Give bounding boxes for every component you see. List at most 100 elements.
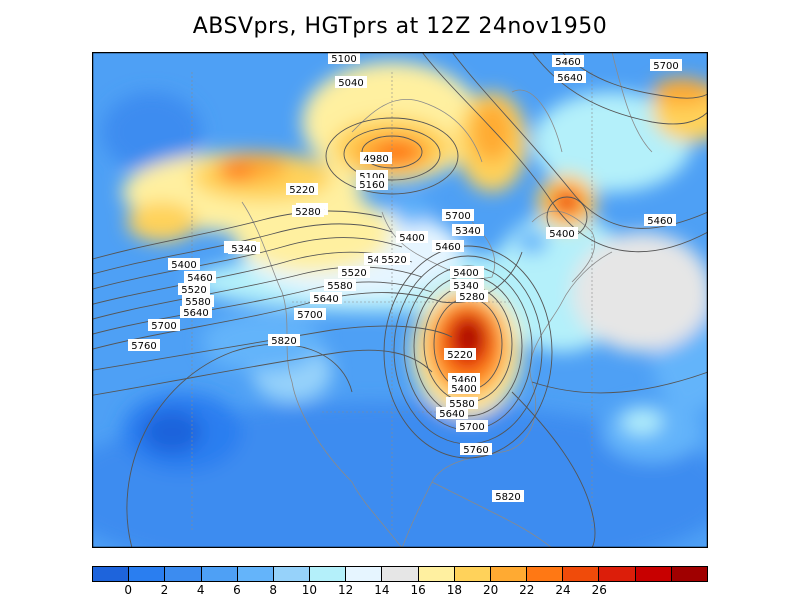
colorbar-tick-label: 16 — [410, 583, 426, 597]
contour-label: 5760 — [460, 443, 492, 456]
contour-label: 5640 — [310, 292, 342, 305]
contour-label: 5700 — [650, 59, 682, 72]
contour-label: 5760 — [128, 339, 160, 352]
svg-text:5280: 5280 — [459, 292, 484, 303]
svg-text:5820: 5820 — [495, 492, 520, 503]
colorbar-swatch — [671, 567, 707, 581]
contour-label: 5220 — [444, 348, 476, 361]
contour-label: 5400 — [546, 227, 578, 240]
colorbar-swatch — [490, 567, 528, 581]
colorbar-swatch — [273, 567, 311, 581]
colorbar-ticks: 0 2 4 6 8 10 12 14 16 18 20 22 24 26 — [92, 583, 708, 599]
contour-label: 5160 — [356, 178, 388, 191]
svg-text:5640: 5640 — [183, 308, 208, 319]
svg-text:5400: 5400 — [399, 233, 424, 244]
colorbar — [92, 566, 708, 582]
contour-label: 5700 — [148, 319, 180, 332]
map-frame — [92, 52, 708, 548]
contour-label: 5220 — [286, 183, 318, 196]
svg-text:5460: 5460 — [647, 216, 672, 227]
colorbar-swatch — [165, 567, 202, 581]
svg-text:5820: 5820 — [271, 336, 296, 347]
svg-text:5460: 5460 — [451, 375, 476, 386]
svg-text:5640: 5640 — [313, 294, 338, 305]
colorbar-tick-label: 18 — [446, 583, 462, 597]
svg-text:5220: 5220 — [447, 350, 472, 361]
svg-text:5520: 5520 — [181, 285, 206, 296]
colorbar-swatch — [454, 567, 491, 581]
colorbar-tick-label: 14 — [374, 583, 390, 597]
svg-text:5700: 5700 — [445, 211, 470, 222]
contour-label: 5400 — [450, 266, 482, 279]
contour-label: 5820 — [268, 334, 300, 347]
contour-label: 5100 — [328, 52, 360, 65]
vorticity-height-map: 5100 5040 4980 5100 5160 5220 5280 5340 … — [92, 52, 708, 548]
svg-text:5400: 5400 — [549, 229, 574, 240]
contour-label: 5280 — [456, 290, 488, 303]
colorbar-swatch — [418, 567, 455, 581]
svg-text:5460: 5460 — [555, 57, 580, 68]
colorbar-swatch — [382, 567, 419, 581]
svg-text:5460: 5460 — [435, 242, 460, 253]
contour-label: 5700 — [456, 420, 488, 433]
colorbar-swatch — [599, 567, 636, 581]
svg-text:5520: 5520 — [341, 268, 366, 279]
contour-label: 5340 — [228, 242, 260, 255]
colorbar-swatch — [93, 567, 130, 581]
svg-text:5400: 5400 — [171, 260, 196, 271]
svg-text:5580: 5580 — [185, 297, 210, 308]
contour-label-group: 5100 5040 4980 5100 5160 5220 5280 5340 … — [128, 52, 682, 503]
colorbar-tick-label: 22 — [519, 583, 535, 597]
colorbar-tick-label: 8 — [269, 583, 277, 597]
colorbar-tick-label: 0 — [124, 583, 133, 597]
contour-label: 5640 — [180, 306, 212, 319]
svg-text:5640: 5640 — [439, 409, 464, 420]
svg-text:5760: 5760 — [463, 445, 488, 456]
svg-text:5760: 5760 — [131, 341, 156, 352]
contour-label: 5280 — [292, 205, 324, 218]
contour-label: 5400 — [168, 258, 200, 271]
svg-text:5340: 5340 — [453, 281, 478, 292]
colorbar-tick-label: 6 — [233, 583, 241, 597]
svg-text:5700: 5700 — [151, 321, 176, 332]
contour-label: 5040 — [335, 76, 367, 89]
svg-text:5700: 5700 — [297, 310, 322, 321]
colorbar-tick-label: 2 — [160, 583, 169, 597]
contour-label: 5640 — [436, 407, 468, 420]
svg-text:5340: 5340 — [455, 226, 480, 237]
svg-text:5580: 5580 — [327, 281, 352, 292]
contour-label: 5640 — [554, 71, 586, 84]
contour-label: 4980 — [360, 152, 392, 165]
contour-label: 5520 — [338, 266, 370, 279]
contour-label: 5340 — [452, 224, 484, 237]
svg-text:5400: 5400 — [453, 268, 478, 279]
svg-text:5340: 5340 — [231, 244, 256, 255]
colorbar-swatch — [346, 567, 383, 581]
colorbar-tick-label: 20 — [482, 583, 499, 597]
contour-label: 5400 — [448, 382, 480, 395]
colorbar-swatch — [129, 567, 166, 581]
contour-label: 5520 — [378, 253, 410, 266]
svg-text:4980: 4980 — [363, 154, 388, 165]
colorbar-tick-label: 4 — [196, 583, 205, 597]
vorticity-field — [92, 62, 708, 548]
svg-text:5040: 5040 — [338, 78, 363, 89]
contour-label: 5580 — [446, 397, 478, 410]
contour-label: 5340 — [450, 279, 482, 292]
contour-label: 5460 — [552, 55, 584, 68]
svg-text:5160: 5160 — [359, 180, 384, 191]
colorbar-swatch — [310, 567, 347, 581]
svg-text:5100: 5100 — [331, 54, 356, 65]
svg-text:5460: 5460 — [187, 273, 212, 284]
contour-label: 5580 — [324, 279, 356, 292]
contour-label: 5820 — [492, 490, 524, 503]
svg-text:5640: 5640 — [557, 73, 582, 84]
contour-label: 5400 — [396, 231, 428, 244]
map-title: ABSVprs, HGTprs at 12Z 24nov1950 — [192, 14, 608, 39]
contour-label: 5700 — [442, 209, 474, 222]
svg-text:5280: 5280 — [295, 207, 320, 218]
contour-label: 5460 — [644, 214, 676, 227]
svg-text:5700: 5700 — [653, 61, 678, 72]
colorbar-tick-label: 10 — [301, 583, 318, 597]
colorbar-tick-label: 12 — [338, 583, 354, 597]
